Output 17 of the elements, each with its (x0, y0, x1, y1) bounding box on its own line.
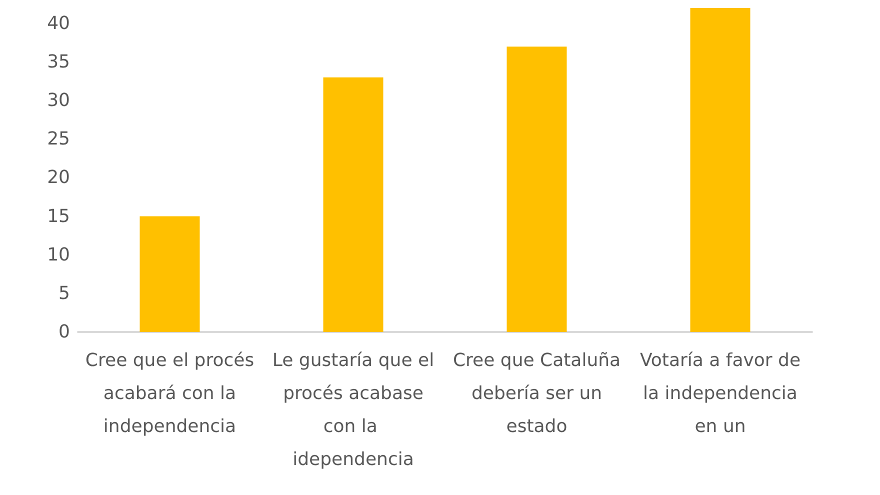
y-tick-label: 0 (58, 322, 70, 342)
y-tick-label: 5 (58, 282, 70, 304)
y-tick-label: 30 (47, 90, 70, 112)
y-tick-label: 15 (47, 206, 70, 227)
y-tick-label: 20 (47, 167, 70, 188)
y-tick-label: 10 (47, 244, 70, 266)
x-tick-label: Cree que Cataluña debería ser un estado (452, 350, 621, 437)
bar (140, 216, 200, 332)
bar (323, 77, 384, 332)
y-tick-label: 25 (47, 128, 70, 150)
x-tick-label: Cree que el procés acabará con la independencia (85, 350, 254, 437)
bar (506, 46, 567, 332)
x-tick-label: Le gustaría que el procés acabase con la idependencia (272, 350, 434, 470)
y-tick-label: 40 (47, 12, 70, 34)
y-tick-label: 35 (47, 52, 70, 72)
x-tick-label: Votaría a favor de la independencia en un (637, 350, 804, 437)
bar (690, 8, 750, 332)
